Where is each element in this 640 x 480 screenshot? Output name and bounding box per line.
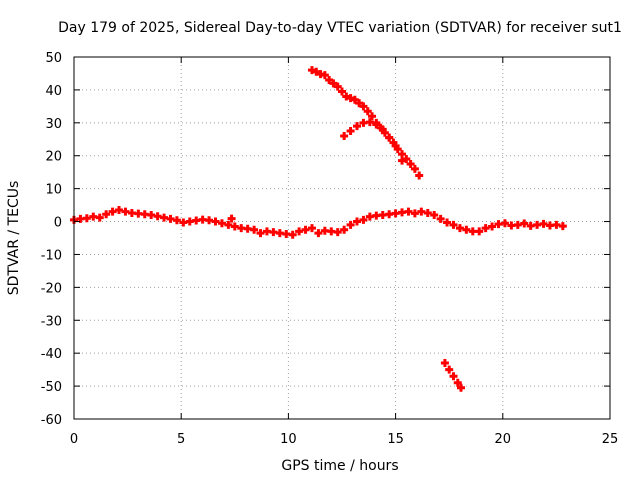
y-tick-label: 10 — [45, 183, 62, 198]
data-point — [102, 210, 111, 219]
data-point — [314, 229, 323, 238]
data-point — [338, 87, 346, 96]
data-point — [115, 206, 124, 215]
data-point — [227, 214, 236, 223]
x-tick-label: 5 — [177, 432, 185, 447]
data-point — [365, 118, 374, 127]
data-point — [172, 216, 181, 225]
data-point — [410, 164, 419, 173]
data-point — [385, 133, 394, 142]
data-points — [70, 66, 567, 392]
y-tick-label: -60 — [41, 413, 62, 428]
data-point — [410, 209, 419, 218]
plot-frame — [73, 56, 611, 420]
data-point — [520, 219, 529, 228]
data-point — [398, 156, 407, 165]
data-point — [488, 222, 497, 231]
y-tick-label: -10 — [41, 248, 62, 263]
data-point — [250, 225, 259, 234]
data-point — [415, 171, 424, 180]
data-point — [333, 82, 342, 91]
data-point — [211, 217, 220, 226]
data-point — [353, 122, 362, 131]
data-point — [436, 214, 445, 223]
chart-title: Day 179 of 2025, Sidereal Day-to-day VTE… — [58, 20, 622, 36]
data-point — [378, 125, 387, 134]
data-point — [440, 359, 449, 368]
x-tick-label: 20 — [495, 432, 512, 447]
y-tick-label: -30 — [41, 314, 62, 329]
data-point — [359, 215, 368, 224]
data-point — [307, 66, 316, 75]
data-point — [449, 372, 458, 381]
data-point — [445, 365, 454, 374]
data-point — [346, 127, 355, 136]
data-point — [456, 383, 465, 392]
data-point — [256, 229, 265, 238]
data-point — [230, 222, 239, 231]
data-point — [391, 141, 400, 150]
x-tick-label: 25 — [602, 432, 619, 447]
data-point — [320, 71, 329, 80]
y-tick-label: 30 — [45, 117, 62, 132]
y-tick-label: -20 — [41, 281, 62, 296]
data-point — [449, 220, 458, 229]
data-point — [350, 95, 359, 104]
data-point — [108, 207, 117, 216]
data-point — [355, 99, 364, 108]
data-point — [340, 225, 349, 234]
data-point — [217, 219, 226, 228]
data-point — [539, 219, 548, 228]
x-tick-label: 0 — [70, 432, 78, 447]
y-tick-label: 0 — [54, 216, 62, 231]
data-point — [82, 214, 91, 223]
data-point — [404, 207, 413, 216]
data-point — [462, 225, 471, 234]
axis-ticks: 0 5 10 15 20 25 -60 -50 -40 -30 -20 -10 0 10 20 30 40 50 — [41, 51, 619, 447]
data-point — [406, 159, 415, 168]
y-tick-label: 20 — [45, 150, 62, 165]
x-tick-label: 15 — [387, 432, 404, 447]
y-tick-label: 40 — [45, 84, 62, 99]
data-point — [301, 225, 310, 234]
data-point — [224, 220, 233, 229]
y-tick-label: -40 — [41, 347, 62, 362]
data-point — [430, 210, 439, 219]
data-point — [325, 76, 334, 85]
data-point — [346, 220, 355, 229]
data-point — [402, 155, 411, 164]
data-point — [312, 67, 321, 76]
data-point — [307, 224, 316, 233]
data-point — [453, 378, 462, 387]
data-point — [359, 102, 368, 111]
y-tick-label: -50 — [41, 380, 62, 395]
data-point — [372, 120, 381, 129]
data-point — [329, 79, 338, 88]
y-tick-label: 50 — [45, 51, 62, 66]
y-axis-label: SDTVAR / TECUs — [6, 181, 22, 296]
data-point — [342, 92, 351, 101]
data-point — [443, 218, 452, 227]
data-point — [558, 222, 567, 231]
data-point — [475, 227, 484, 236]
data-point — [333, 228, 342, 237]
x-axis-label: GPS time / hours — [281, 458, 398, 474]
data-point — [500, 219, 509, 228]
data-point — [340, 131, 349, 140]
data-point — [368, 112, 377, 121]
data-point — [353, 217, 362, 226]
data-point — [455, 224, 464, 233]
data-point — [363, 107, 372, 116]
data-point — [295, 227, 304, 236]
data-point — [481, 224, 490, 233]
data-point — [346, 94, 355, 103]
data-point — [95, 213, 104, 222]
data-point — [423, 208, 432, 217]
x-tick-label: 10 — [280, 432, 297, 447]
data-point — [288, 230, 297, 239]
